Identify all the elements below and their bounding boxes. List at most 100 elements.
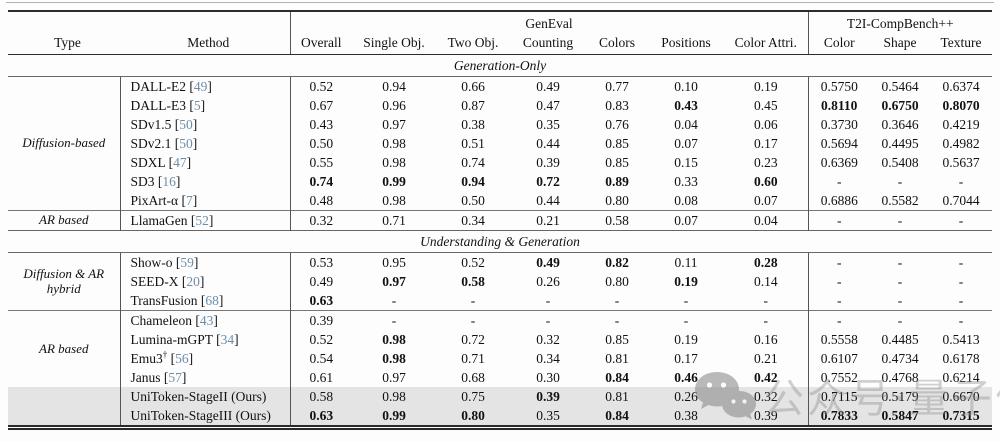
method-name: Lumina-mGPT [34] — [130, 331, 239, 347]
metric-value: 0.30 — [536, 369, 560, 385]
method-name: UniToken-StageIII (Ours) — [120, 406, 290, 430]
method-name: DALL-E3 [5] — [130, 97, 206, 113]
metric-value: 0.4982 — [942, 135, 980, 151]
metric-value: 0.39 — [536, 154, 560, 170]
metric-value: 0.38 — [461, 116, 485, 132]
metric-value: 0.49 — [510, 76, 586, 96]
method-name: SD3 [16] — [130, 173, 181, 189]
metric-value: 0.16 — [753, 331, 778, 347]
metric-value: 0.07 — [674, 135, 698, 151]
metric-value: 0.34 — [436, 210, 510, 231]
metric-value: 0.4219 — [942, 116, 980, 132]
metric-value: 0.21 — [510, 210, 586, 231]
metric-value: 0.5750 — [807, 76, 870, 96]
metric-value: - — [807, 210, 870, 231]
table-row: Diffusion & AR hybrid Show-o [59] 0.53 0.95… — [8, 252, 993, 311]
method-name: SDXL [47] — [130, 154, 192, 170]
metric-value: 0.6886 — [807, 191, 870, 211]
citation-link[interactable]: 57 — [168, 369, 182, 385]
metric-value: 0.5179 — [870, 387, 930, 406]
metric-value: 0.8070 — [942, 97, 980, 113]
metric-value: 0.98 — [382, 192, 406, 208]
metric-value: 0.15 — [674, 154, 698, 170]
citation-link[interactable]: 20 — [186, 273, 200, 289]
table-body: Generation-Only Diffusion-based DALL-E2 [4… — [8, 54, 993, 430]
citation-link[interactable]: 49 — [193, 78, 208, 94]
method-name: SDv1.5 [50] — [130, 116, 198, 132]
metric-value: - — [470, 292, 476, 308]
metric-value: 0.5558 — [807, 330, 870, 349]
citation-link[interactable]: 34 — [220, 331, 235, 347]
metric-value: - — [807, 272, 870, 291]
citation-link[interactable]: 59 — [180, 254, 194, 270]
metric-value: 0.7044 — [942, 192, 980, 208]
citation-link[interactable]: 16 — [162, 173, 176, 189]
metric-value: 0.39 — [289, 310, 352, 330]
table-row: SEED-X [20] 0.49 0.97 0.58 0.26 0.80 0.19 0.14 -… — [8, 272, 992, 291]
citation-link[interactable]: 7 — [185, 192, 193, 208]
metric-value: 0.3730 — [807, 115, 870, 134]
metric-value: 0.44 — [536, 135, 560, 151]
col-header-texture: Texture — [930, 32, 993, 55]
metric-value: 0.84 — [605, 369, 629, 385]
metric-value: 0.6107 — [807, 349, 870, 368]
metric-value: 0.43 — [289, 115, 352, 134]
metric-value: 0.28 — [724, 252, 808, 272]
col-header-two-obj: Two Obj. — [436, 32, 510, 55]
citation-link[interactable]: 56 — [175, 350, 189, 366]
metric-value: 0.4485 — [881, 331, 919, 347]
metric-value: 0.98 — [382, 135, 406, 151]
metric-value: - — [930, 210, 993, 231]
metric-value: 0.71 — [352, 210, 436, 231]
metric-value: 0.52 — [289, 330, 352, 349]
metric-value: 0.45 — [753, 97, 778, 113]
type-label: Diffusion-based — [8, 76, 121, 211]
metric-value: 0.68 — [461, 369, 485, 385]
metric-value: 0.38 — [648, 406, 724, 430]
table-row: DALL-E3 [5] 0.67 0.96 0.87 0.47 0.83 0.43 0.45 0… — [8, 96, 992, 115]
table-row: AR based LlamaGen [52] 0.32 0.71 0.34 0.21 0.5… — [8, 210, 993, 231]
col-header-positions: Positions — [648, 32, 724, 55]
metric-value: 0.49 — [289, 272, 352, 291]
metric-value: 0.63 — [289, 291, 352, 311]
metric-value: 0.6178 — [942, 350, 980, 366]
method-name: UniToken-StageII (Ours) — [120, 387, 290, 406]
metric-value: 0.32 — [289, 210, 352, 231]
metric-value: 0.58 — [586, 210, 648, 231]
metric-value: - — [436, 310, 510, 330]
citation-link[interactable]: 5 — [193, 97, 201, 113]
table-row: UniToken-StageII (Ours) 0.58 0.98 0.75 0.39 0… — [8, 387, 993, 406]
metric-value: 0.3646 — [881, 116, 919, 132]
metric-value: - — [586, 310, 648, 330]
method-name: SDv2.1 [50] — [130, 135, 198, 151]
citation-link[interactable]: 50 — [179, 116, 193, 132]
col-header-overall: Overall — [289, 32, 352, 55]
col-header-method: Method — [120, 10, 290, 55]
metric-value: - — [958, 273, 964, 289]
metric-value: 0.5637 — [942, 154, 980, 170]
metric-value: 0.49 — [510, 252, 586, 272]
metric-value: 0.51 — [461, 135, 485, 151]
citation-link[interactable]: 68 — [205, 292, 219, 308]
col-header-colors: Colors — [586, 32, 648, 55]
method-name: Show-o [59] — [120, 252, 290, 272]
citation-link[interactable]: 50 — [179, 135, 193, 151]
metric-value: 0.7315 — [930, 406, 993, 430]
metric-value: 0.54 — [289, 349, 352, 368]
citation-link[interactable]: 47 — [173, 154, 187, 170]
metric-value: 0.99 — [382, 173, 406, 189]
metric-value: - — [807, 172, 870, 191]
metric-value: 0.17 — [674, 350, 698, 366]
method-name: LlamaGen [52] — [120, 210, 290, 231]
citation-link[interactable]: 52 — [195, 212, 209, 228]
metric-value: 0.98 — [382, 331, 406, 347]
metric-value: 0.83 — [605, 97, 629, 113]
metric-value: 0.67 — [289, 96, 352, 115]
col-header-counting: Counting — [510, 32, 586, 55]
metric-value: 0.74 — [289, 172, 352, 191]
section-header: Understanding & Generation — [8, 230, 993, 253]
citation-link[interactable]: 43 — [199, 312, 214, 328]
metric-value: 0.52 — [436, 252, 510, 272]
metric-value: 0.80 — [605, 192, 629, 208]
metric-value: 0.97 — [382, 116, 406, 132]
